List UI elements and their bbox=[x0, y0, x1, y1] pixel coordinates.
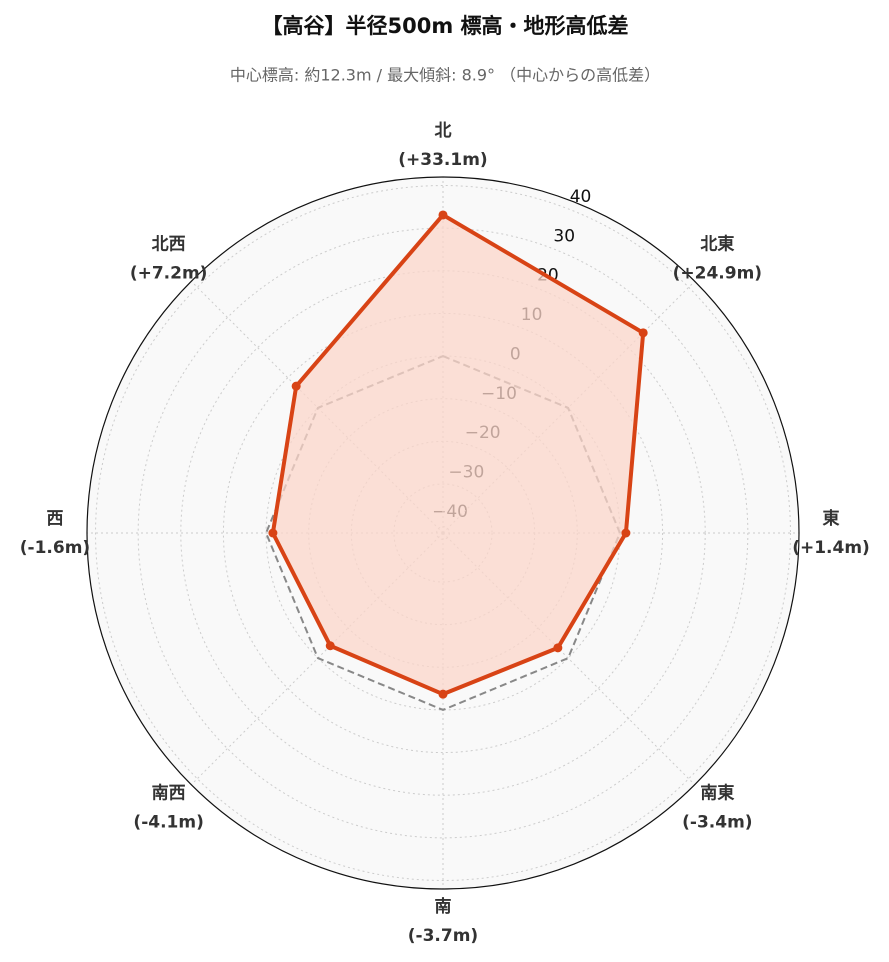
chart-title: 【高谷】半径500m 標高・地形高低差 bbox=[261, 14, 628, 38]
category-label: 西 bbox=[47, 509, 64, 529]
marker bbox=[438, 210, 448, 220]
category-label: 東 bbox=[823, 508, 840, 529]
marker bbox=[268, 528, 278, 538]
spoke bbox=[190, 280, 444, 534]
marker bbox=[291, 381, 301, 391]
value-label: (-4.1m) bbox=[133, 812, 203, 832]
spoke bbox=[442, 532, 696, 786]
plot-border bbox=[86, 176, 800, 890]
value-label: (+24.9m) bbox=[673, 264, 762, 284]
category-label: 南西 bbox=[152, 782, 186, 803]
value-label: (-3.4m) bbox=[682, 812, 752, 832]
value-label: (+7.2m) bbox=[130, 264, 208, 284]
category-label: 南 bbox=[435, 896, 452, 917]
category-label: 北東 bbox=[700, 234, 734, 255]
value-label: (+1.4m) bbox=[792, 538, 870, 558]
r-tick-label: 40 bbox=[570, 187, 592, 207]
chart-subtitle: 中心標高: 約12.3m / 最大傾斜: 8.9° （中心からの高低差） bbox=[230, 66, 660, 85]
marker bbox=[325, 641, 335, 651]
grid-ring bbox=[222, 312, 664, 754]
category-label: 北 bbox=[435, 121, 452, 141]
spoke bbox=[442, 280, 696, 534]
marker bbox=[438, 689, 448, 699]
marker bbox=[621, 528, 631, 538]
category-label: 北西 bbox=[152, 235, 186, 255]
value-label: (-1.6m) bbox=[20, 538, 90, 558]
grid-ring bbox=[95, 185, 791, 881]
spoke bbox=[190, 532, 444, 786]
value-label: (-3.7m) bbox=[408, 926, 478, 946]
marker bbox=[553, 643, 563, 653]
value-label: (+33.1m) bbox=[398, 150, 487, 170]
category-label: 南東 bbox=[700, 782, 734, 803]
area bbox=[272, 214, 644, 695]
r-tick-label: 30 bbox=[553, 226, 575, 246]
marker bbox=[638, 328, 648, 338]
